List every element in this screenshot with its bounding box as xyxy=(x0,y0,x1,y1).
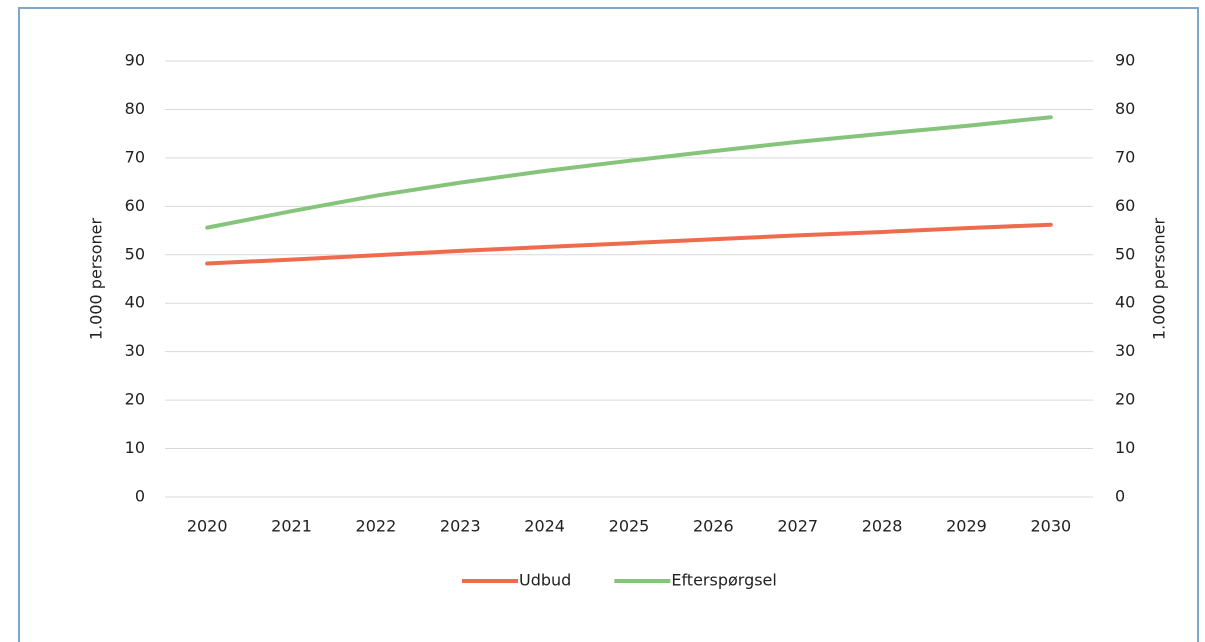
y2-tick-label: 30 xyxy=(1115,341,1135,360)
y2-tick-label: 90 xyxy=(1115,51,1135,70)
y2-tick-label: 10 xyxy=(1115,438,1135,457)
y-tick-label: 90 xyxy=(125,51,145,70)
x-tick-label: 2030 xyxy=(1030,517,1071,536)
data-line xyxy=(205,222,1053,266)
y2-tick-label: 70 xyxy=(1115,147,1135,166)
y2-axis-label: 1.000 personer xyxy=(1150,218,1169,341)
y-tick-label: 0 xyxy=(135,487,145,506)
y-tick-label: 20 xyxy=(125,390,145,409)
y-tick-label: 60 xyxy=(125,196,145,215)
y-tick-label: 80 xyxy=(125,99,145,118)
x-tick-label: 2028 xyxy=(862,517,903,536)
legend-label: Efterspørgsel xyxy=(671,571,777,590)
x-tick-label: 2022 xyxy=(356,517,397,536)
data-line xyxy=(205,115,1053,230)
x-tick-label: 2023 xyxy=(440,517,481,536)
y2-tick-label: 50 xyxy=(1115,244,1135,263)
legend-label: Udbud xyxy=(519,571,571,590)
x-tick-label: 2025 xyxy=(609,517,650,536)
x-tick-label: 2020 xyxy=(187,517,228,536)
y-tick-label: 50 xyxy=(125,244,145,263)
y2-tick-label: 80 xyxy=(1115,99,1135,118)
y2-tick-label: 60 xyxy=(1115,196,1135,215)
y2-tick-label: 20 xyxy=(1115,390,1135,409)
y-tick-label: 40 xyxy=(125,293,145,312)
y2-tick-label: 0 xyxy=(1115,487,1125,506)
x-tick-label: 2026 xyxy=(693,517,734,536)
y-axis-label: 1.000 personer xyxy=(87,218,106,341)
x-tick-label: 2021 xyxy=(271,517,312,536)
x-tick-label: 2029 xyxy=(946,517,987,536)
y-tick-label: 10 xyxy=(125,438,145,457)
frame xyxy=(18,7,1199,642)
x-tick-label: 2024 xyxy=(524,517,565,536)
y-tick-label: 30 xyxy=(125,341,145,360)
y2-tick-label: 40 xyxy=(1115,293,1135,312)
y-tick-label: 70 xyxy=(125,147,145,166)
x-tick-label: 2027 xyxy=(777,517,818,536)
